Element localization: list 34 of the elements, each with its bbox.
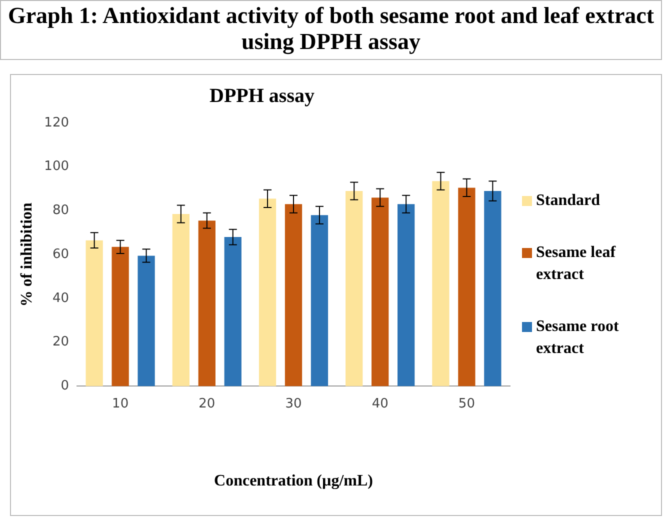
x-tick-label: 50 xyxy=(458,396,475,412)
y-tick-label: 100 xyxy=(44,159,70,174)
chart-title: Graph 1: Antioxidant activity of both sesame root and leaf extract using DPPH assay xyxy=(0,0,662,60)
y-tick-label: 0 xyxy=(60,378,70,394)
bar xyxy=(310,215,328,386)
y-axis-title: % of inhibition xyxy=(18,202,36,307)
bar xyxy=(372,198,389,386)
x-axis-title: Concentration (µg/mL) xyxy=(214,472,373,490)
chart-subtitle: DPPH assay xyxy=(210,85,314,108)
bar xyxy=(138,256,155,386)
x-tick-label: 40 xyxy=(372,396,388,412)
y-tick-label: 80 xyxy=(52,203,70,218)
y-tick-label: 20 xyxy=(52,334,70,350)
x-tick-label: 10 xyxy=(112,396,129,412)
bar xyxy=(484,190,502,386)
bar xyxy=(458,188,476,386)
legend-label: Sesame leaf extract xyxy=(536,243,617,285)
bar xyxy=(86,240,103,386)
legend-label: Standard xyxy=(536,191,600,211)
bar xyxy=(258,198,276,386)
bar xyxy=(112,246,129,386)
legend-label: Sesame root extract xyxy=(536,317,620,359)
y-tick-label: 40 xyxy=(52,290,70,306)
x-tick-label: 30 xyxy=(285,396,302,412)
bar xyxy=(398,204,415,386)
bar xyxy=(432,181,450,386)
bar xyxy=(346,190,363,386)
x-tick-label: 20 xyxy=(198,396,216,412)
bar xyxy=(224,237,242,386)
y-tick-label: 60 xyxy=(52,246,70,262)
y-tick-label: 120 xyxy=(44,115,70,130)
bar xyxy=(172,214,190,386)
bar xyxy=(284,204,302,386)
bar xyxy=(198,220,216,386)
